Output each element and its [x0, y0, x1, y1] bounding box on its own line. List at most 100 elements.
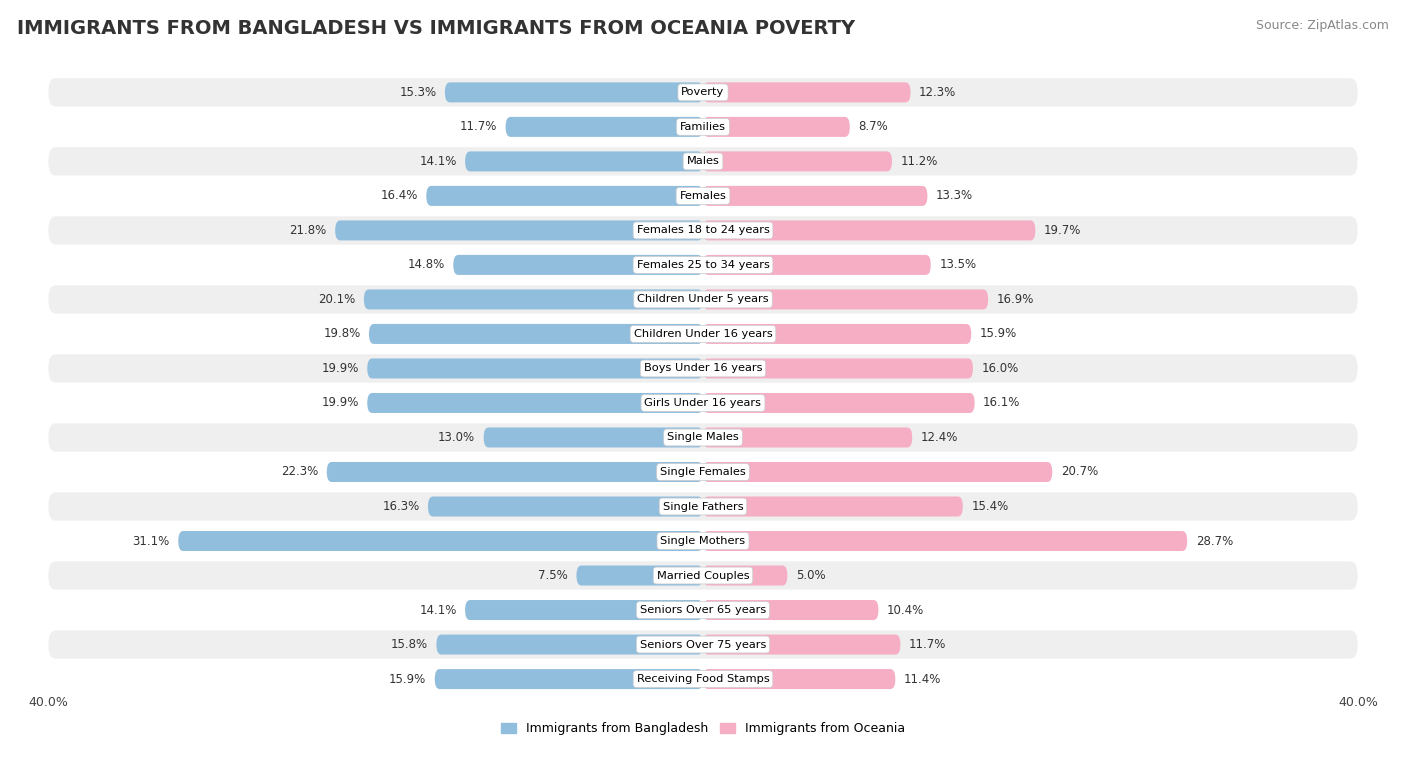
FancyBboxPatch shape: [367, 393, 703, 413]
FancyBboxPatch shape: [703, 634, 900, 655]
Text: 40.0%: 40.0%: [1339, 696, 1378, 709]
FancyBboxPatch shape: [703, 393, 974, 413]
Text: Males: Males: [686, 156, 720, 167]
Text: 20.1%: 20.1%: [318, 293, 356, 306]
FancyBboxPatch shape: [48, 423, 1358, 452]
Text: 16.9%: 16.9%: [997, 293, 1033, 306]
FancyBboxPatch shape: [427, 496, 703, 516]
Text: 40.0%: 40.0%: [28, 696, 67, 709]
Text: Boys Under 16 years: Boys Under 16 years: [644, 364, 762, 374]
FancyBboxPatch shape: [703, 428, 912, 447]
FancyBboxPatch shape: [465, 600, 703, 620]
Text: 14.8%: 14.8%: [408, 258, 444, 271]
Text: 16.3%: 16.3%: [382, 500, 419, 513]
FancyBboxPatch shape: [48, 147, 1358, 176]
FancyBboxPatch shape: [179, 531, 703, 551]
FancyBboxPatch shape: [444, 83, 703, 102]
Text: Children Under 5 years: Children Under 5 years: [637, 294, 769, 305]
Text: 19.7%: 19.7%: [1043, 224, 1081, 237]
Text: 15.9%: 15.9%: [389, 672, 426, 685]
FancyBboxPatch shape: [48, 285, 1358, 314]
FancyBboxPatch shape: [576, 565, 703, 585]
Text: 11.7%: 11.7%: [460, 121, 498, 133]
FancyBboxPatch shape: [436, 634, 703, 655]
FancyBboxPatch shape: [434, 669, 703, 689]
FancyBboxPatch shape: [703, 324, 972, 344]
Text: 15.4%: 15.4%: [972, 500, 1008, 513]
FancyBboxPatch shape: [703, 255, 931, 275]
Text: 7.5%: 7.5%: [538, 569, 568, 582]
FancyBboxPatch shape: [453, 255, 703, 275]
Text: 15.3%: 15.3%: [399, 86, 436, 99]
Text: 11.4%: 11.4%: [904, 672, 941, 685]
Text: Families: Families: [681, 122, 725, 132]
Text: 31.1%: 31.1%: [132, 534, 170, 547]
Text: 11.2%: 11.2%: [900, 155, 938, 168]
FancyBboxPatch shape: [703, 565, 787, 585]
FancyBboxPatch shape: [703, 221, 1035, 240]
Text: 13.5%: 13.5%: [939, 258, 976, 271]
Text: Seniors Over 75 years: Seniors Over 75 years: [640, 640, 766, 650]
FancyBboxPatch shape: [48, 78, 1358, 107]
Text: 8.7%: 8.7%: [858, 121, 889, 133]
Text: 28.7%: 28.7%: [1195, 534, 1233, 547]
Text: 11.7%: 11.7%: [908, 638, 946, 651]
Text: Girls Under 16 years: Girls Under 16 years: [644, 398, 762, 408]
Text: 20.7%: 20.7%: [1060, 465, 1098, 478]
Text: Single Females: Single Females: [661, 467, 745, 477]
FancyBboxPatch shape: [703, 117, 849, 137]
Text: 15.8%: 15.8%: [391, 638, 427, 651]
Text: 12.3%: 12.3%: [920, 86, 956, 99]
Text: 19.8%: 19.8%: [323, 327, 360, 340]
Text: 12.4%: 12.4%: [921, 431, 957, 444]
FancyBboxPatch shape: [48, 493, 1358, 521]
FancyBboxPatch shape: [703, 600, 879, 620]
Text: Single Males: Single Males: [666, 433, 740, 443]
Text: 19.9%: 19.9%: [322, 362, 359, 375]
FancyBboxPatch shape: [703, 290, 988, 309]
Text: Poverty: Poverty: [682, 87, 724, 97]
Text: Children Under 16 years: Children Under 16 years: [634, 329, 772, 339]
FancyBboxPatch shape: [484, 428, 703, 447]
Text: 21.8%: 21.8%: [290, 224, 326, 237]
Text: 14.1%: 14.1%: [419, 155, 457, 168]
FancyBboxPatch shape: [367, 359, 703, 378]
Text: Females 25 to 34 years: Females 25 to 34 years: [637, 260, 769, 270]
Text: 22.3%: 22.3%: [281, 465, 318, 478]
Text: 15.9%: 15.9%: [980, 327, 1017, 340]
Text: 16.1%: 16.1%: [983, 396, 1021, 409]
Text: 5.0%: 5.0%: [796, 569, 825, 582]
FancyBboxPatch shape: [368, 324, 703, 344]
Text: 10.4%: 10.4%: [887, 603, 924, 616]
Text: Females 18 to 24 years: Females 18 to 24 years: [637, 225, 769, 236]
FancyBboxPatch shape: [703, 496, 963, 516]
Text: Married Couples: Married Couples: [657, 571, 749, 581]
Text: 13.0%: 13.0%: [439, 431, 475, 444]
FancyBboxPatch shape: [703, 669, 896, 689]
Text: 19.9%: 19.9%: [322, 396, 359, 409]
FancyBboxPatch shape: [703, 83, 911, 102]
FancyBboxPatch shape: [48, 216, 1358, 245]
Text: IMMIGRANTS FROM BANGLADESH VS IMMIGRANTS FROM OCEANIA POVERTY: IMMIGRANTS FROM BANGLADESH VS IMMIGRANTS…: [17, 19, 855, 38]
FancyBboxPatch shape: [48, 631, 1358, 659]
Text: 13.3%: 13.3%: [936, 190, 973, 202]
FancyBboxPatch shape: [326, 462, 703, 482]
Text: 16.4%: 16.4%: [381, 190, 418, 202]
Text: 16.0%: 16.0%: [981, 362, 1018, 375]
FancyBboxPatch shape: [335, 221, 703, 240]
FancyBboxPatch shape: [48, 562, 1358, 590]
Text: Receiving Food Stamps: Receiving Food Stamps: [637, 674, 769, 684]
FancyBboxPatch shape: [426, 186, 703, 206]
FancyBboxPatch shape: [364, 290, 703, 309]
Text: 14.1%: 14.1%: [419, 603, 457, 616]
FancyBboxPatch shape: [465, 152, 703, 171]
FancyBboxPatch shape: [703, 531, 1187, 551]
Text: Single Fathers: Single Fathers: [662, 502, 744, 512]
FancyBboxPatch shape: [703, 359, 973, 378]
Text: Females: Females: [679, 191, 727, 201]
FancyBboxPatch shape: [703, 152, 891, 171]
Text: Source: ZipAtlas.com: Source: ZipAtlas.com: [1256, 19, 1389, 32]
Text: Seniors Over 65 years: Seniors Over 65 years: [640, 605, 766, 615]
FancyBboxPatch shape: [703, 462, 1052, 482]
Legend: Immigrants from Bangladesh, Immigrants from Oceania: Immigrants from Bangladesh, Immigrants f…: [495, 717, 911, 740]
